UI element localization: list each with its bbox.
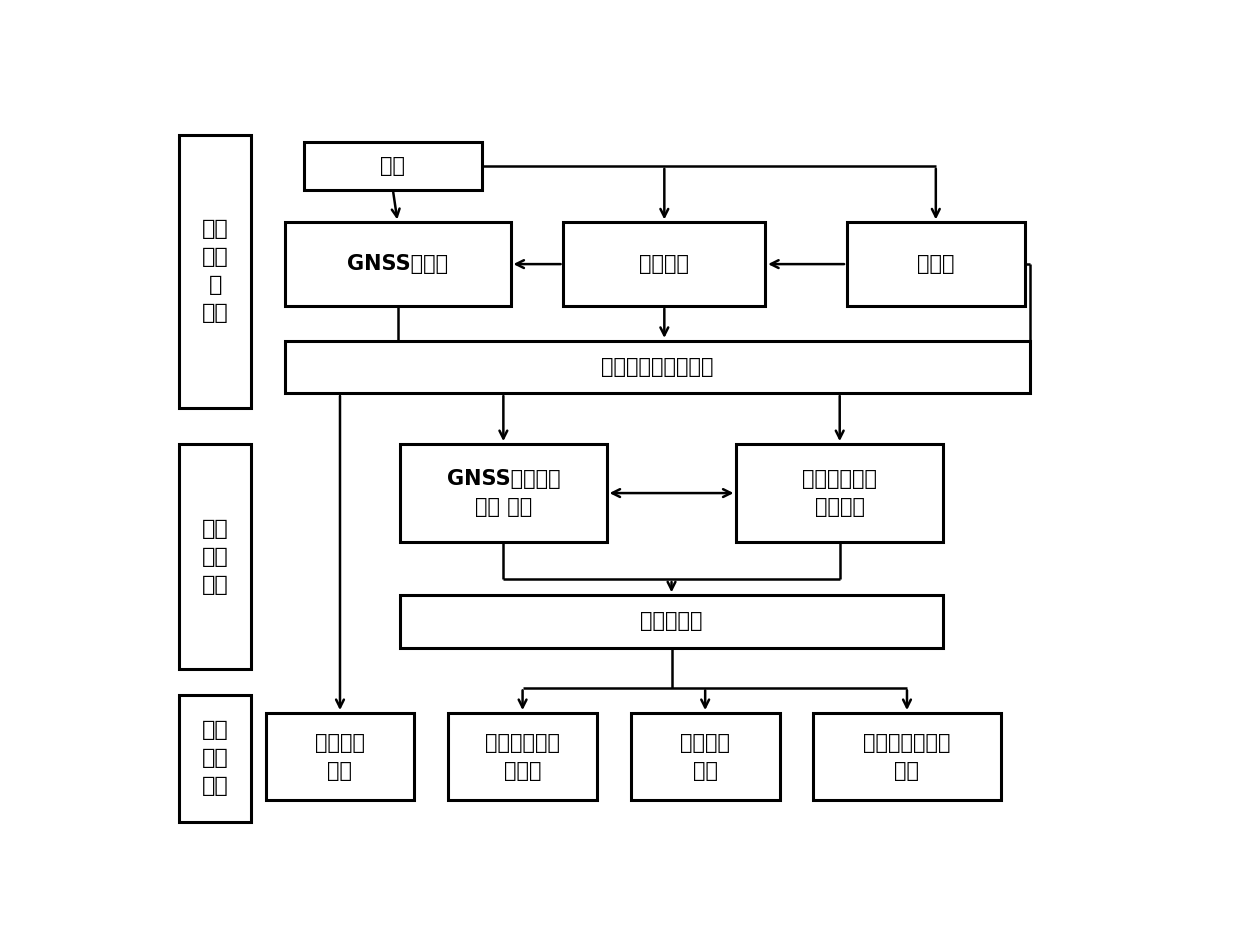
Text: 原始观测
数据: 原始观测 数据 [315,733,365,781]
Bar [285,223,511,306]
Bar [813,713,1001,801]
Bar [285,341,1029,393]
Text: 集成融合测量
数据模块: 集成融合测量 数据模块 [802,469,877,517]
Bar [179,444,250,669]
Text: 信息
输出
单元: 信息 输出 单元 [202,720,228,797]
Bar [563,223,765,306]
Bar [401,596,942,648]
Text: 时钟: 时钟 [381,156,405,176]
Bar [631,713,780,801]
Bar [265,713,414,801]
Text: 含零频位移时
间序列: 含零频位移时 间序列 [485,733,560,781]
Text: 速度时间
序列: 速度时间 序列 [681,733,730,781]
Bar [737,444,942,542]
Text: 信息同步采集、存储: 信息同步采集、存储 [601,357,713,377]
Bar [401,444,606,542]
Text: 加速度计: 加速度计 [640,254,689,274]
Text: GNSS接收机: GNSS接收机 [347,254,448,274]
Text: 综合滤波器: 综合滤波器 [640,612,703,632]
Bar [179,695,250,822]
Bar [847,223,1024,306]
Bar [448,713,596,801]
Text: 旋转性形变时间
序列: 旋转性形变时间 序列 [863,733,951,781]
Text: GNSS数据定位
处理 模块: GNSS数据定位 处理 模块 [446,469,560,517]
Bar [304,143,481,190]
Text: 数据
融合
单元: 数据 融合 单元 [202,518,228,595]
Text: 陀螺仪: 陀螺仪 [918,254,955,274]
Bar [179,135,250,408]
Text: 传感
器集
成
单元: 传感 器集 成 单元 [202,219,228,324]
